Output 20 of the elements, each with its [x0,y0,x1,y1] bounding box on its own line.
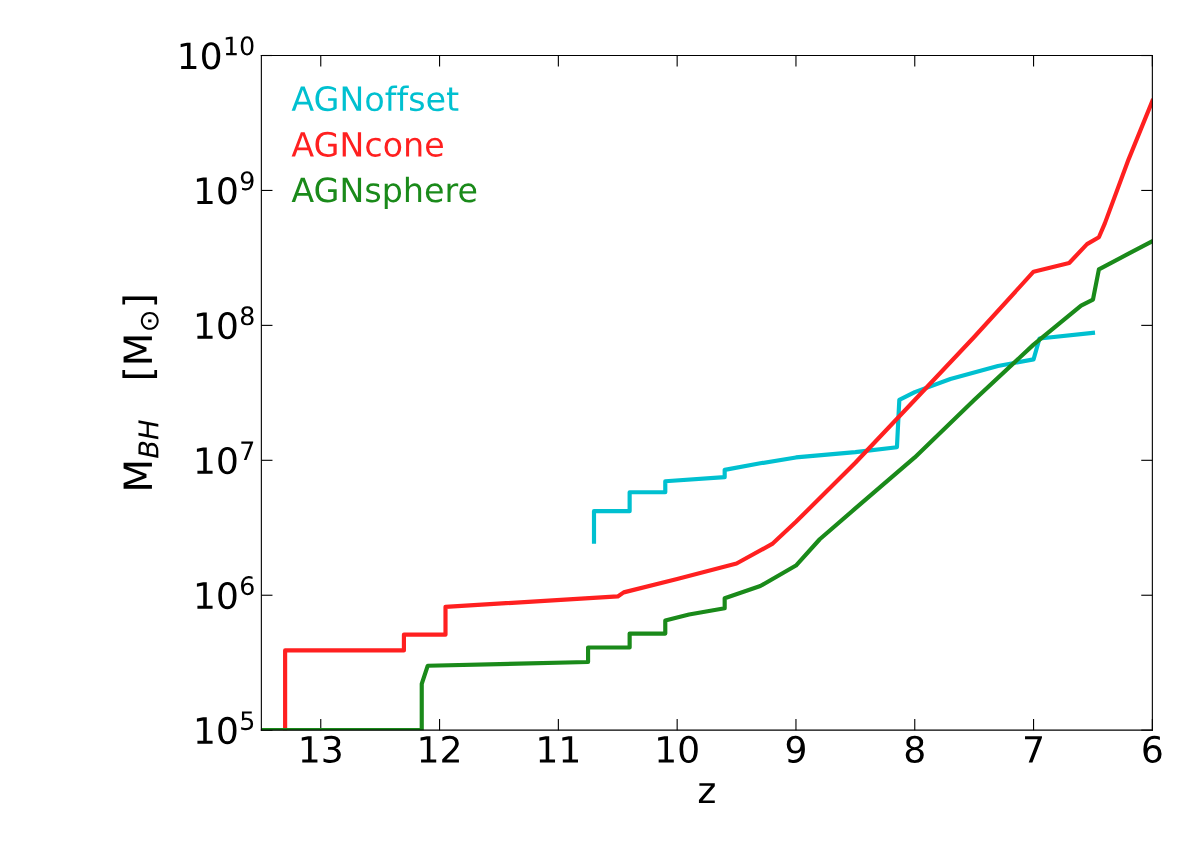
x-tick-label: 9 [786,735,805,763]
x-tick-label: 13 [301,735,341,763]
text: M$_{BH}$ [M$_{⊙}$] [122,296,159,489]
y-tick-label: 10$^{10}$ [180,36,254,70]
y-tick-label: 10$^{9}$ [196,171,254,205]
x-tick-label: 7 [1025,736,1042,763]
x-tick-label: 6 [1143,735,1162,763]
y-tick-label: 10$^{8}$ [196,306,254,340]
x-tick-label: 10 [658,735,698,763]
x-tick-label: 11 [539,736,578,763]
line-series [591,330,1096,544]
text: AGNsphere [291,176,477,209]
y-tick-label: 10$^{5}$ [196,711,254,745]
x-tick-label: 8 [905,735,924,763]
y-tick-label: 10$^{7}$ [196,441,254,475]
x-tick-label: 12 [420,735,459,763]
x-axis-title: z [698,783,715,803]
text: AGNoffset [291,85,459,112]
y-tick-label: 10$^{6}$ [196,576,254,610]
text: AGNcone [291,131,443,157]
